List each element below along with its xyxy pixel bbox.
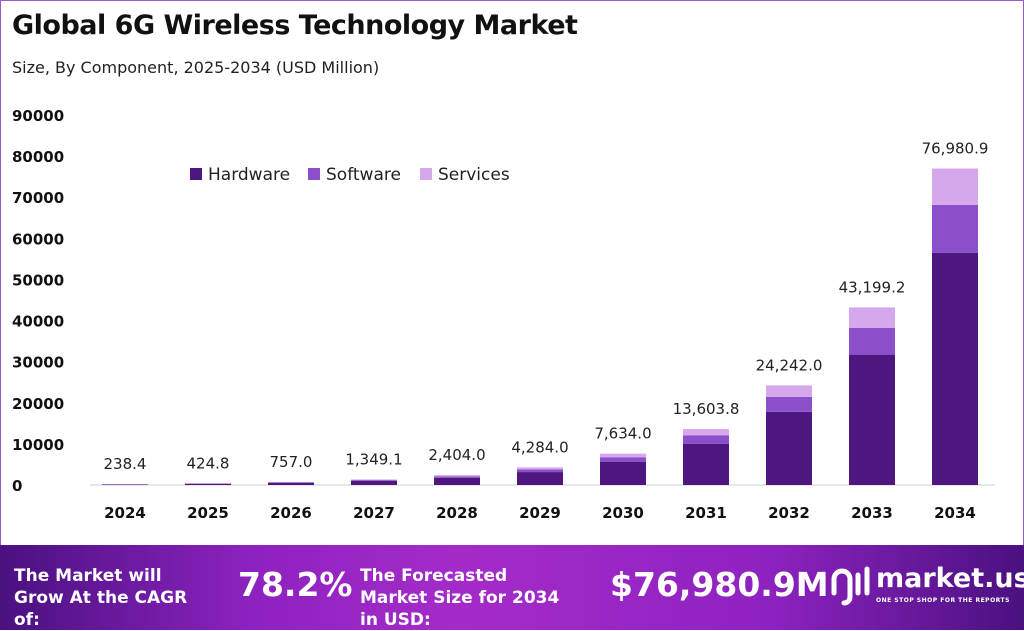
- logo-tagline: ONE STOP SHOP FOR THE REPORTS: [876, 597, 1010, 604]
- bar-segment-services: [434, 475, 480, 477]
- legend-swatch-software: [308, 168, 320, 180]
- bar-segment-software: [268, 482, 314, 483]
- bar-segment-software: [434, 476, 480, 478]
- total-label: 757.0: [270, 453, 313, 471]
- bar-segment-hardware: [102, 484, 148, 485]
- y-tick-label: 0: [12, 477, 22, 495]
- bar-segment-services: [683, 429, 729, 436]
- total-label: 238.4: [104, 455, 147, 473]
- bar-segment-software: [600, 457, 646, 462]
- bar-segment-services: [351, 479, 397, 481]
- x-tick-label: 2025: [187, 504, 229, 522]
- x-tick-label: 2032: [768, 504, 810, 522]
- bar-segment-software: [932, 204, 978, 253]
- bar-segment-software: [849, 327, 895, 355]
- bar-segment-hardware: [600, 461, 646, 485]
- total-label: 7,634.0: [594, 425, 651, 443]
- bar-segment-hardware: [434, 477, 480, 485]
- bar-segment-software: [766, 396, 812, 412]
- x-tick-label: 2034: [934, 504, 976, 522]
- logo-name: market.us: [876, 563, 1024, 594]
- total-label: 424.8: [187, 454, 230, 472]
- bar-segment-services: [600, 453, 646, 458]
- legend-label: Software: [326, 165, 401, 185]
- y-tick-label: 50000: [12, 271, 64, 289]
- cagr-label: The Market will Grow At the CAGR of:: [14, 566, 188, 630]
- total-label: 2,404.0: [428, 446, 485, 464]
- total-label: 4,284.0: [511, 438, 568, 456]
- x-tick-label: 2027: [353, 504, 395, 522]
- bar-segment-hardware: [849, 354, 895, 485]
- total-label: 24,242.0: [756, 356, 823, 374]
- logo-icon: [831, 566, 870, 606]
- x-tick-label: 2029: [519, 504, 561, 522]
- y-tick-label: 80000: [12, 148, 64, 166]
- total-label: 43,199.2: [839, 278, 906, 296]
- bar-segment-hardware: [185, 483, 231, 485]
- bar-segment-services: [268, 481, 314, 483]
- bar-segment-services: [185, 483, 231, 484]
- y-tick-label: 20000: [12, 395, 64, 413]
- y-tick-label: 30000: [12, 354, 64, 372]
- legend-swatch-hardware: [190, 168, 202, 180]
- bar-segment-services: [932, 168, 978, 205]
- bar-segment-hardware: [766, 411, 812, 485]
- bar-segment-hardware: [351, 480, 397, 485]
- footer-banner: The Market will Grow At the CAGR of: 78.…: [0, 545, 1024, 630]
- x-tick-label: 2030: [602, 504, 644, 522]
- y-tick-label: 40000: [12, 313, 64, 331]
- y-tick-label: 90000: [12, 107, 64, 125]
- y-tick-label: 10000: [12, 436, 64, 454]
- cagr-value: 78.2%: [238, 565, 353, 604]
- legend-label: Services: [438, 165, 510, 185]
- x-tick-label: 2026: [270, 504, 312, 522]
- forecast-label: The Forecasted Market Size for 2034 in U…: [360, 566, 560, 630]
- chart-subtitle: Size, By Component, 2025-2034 (USD Milli…: [12, 58, 380, 77]
- bar-segment-software: [517, 469, 563, 473]
- bar-segment-services: [766, 385, 812, 397]
- legend-swatch-services: [420, 168, 432, 180]
- y-tick-label: 70000: [12, 189, 64, 207]
- total-label: 76,980.9: [922, 140, 989, 158]
- bar-segment-hardware: [517, 472, 563, 485]
- total-label: 13,603.8: [673, 400, 740, 418]
- chart: 0 10000 20000 30000 40000 50000 60000 70000 8000…: [12, 107, 995, 522]
- bar-segment-services: [102, 484, 148, 485]
- bar-segment-hardware: [268, 482, 314, 485]
- x-tick-label: 2031: [685, 504, 727, 522]
- legend-label: Hardware: [208, 165, 290, 185]
- bar-segment-hardware: [932, 252, 978, 485]
- x-tick-label: 2024: [104, 504, 146, 522]
- bar-segment-software: [683, 435, 729, 444]
- x-tick-label: 2033: [851, 504, 893, 522]
- bar-segment-services: [517, 467, 563, 470]
- bar-segment-software: [351, 480, 397, 481]
- bar-segment-services: [849, 307, 895, 328]
- chart-title: Global 6G Wireless Technology Market: [12, 10, 578, 41]
- y-tick-label: 60000: [12, 230, 64, 248]
- forecast-value: $76,980.9M: [610, 565, 829, 604]
- x-tick-label: 2028: [436, 504, 478, 522]
- bar-segment-hardware: [683, 443, 729, 485]
- total-label: 1,349.1: [345, 450, 402, 468]
